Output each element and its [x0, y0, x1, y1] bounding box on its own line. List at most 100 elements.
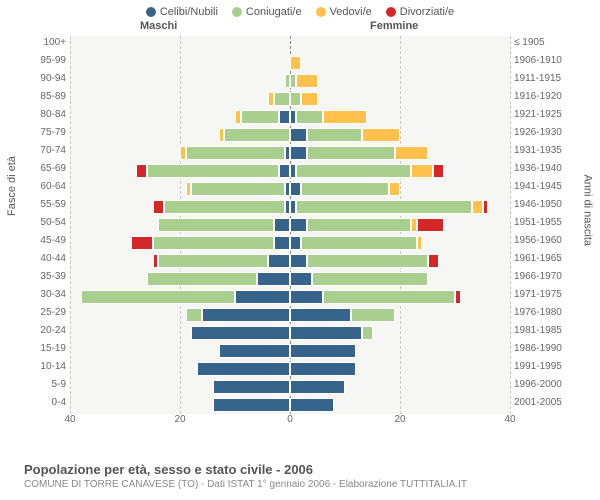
legend-swatch — [146, 7, 156, 17]
bar-segment — [213, 398, 290, 412]
birth-year-label: 1921-1925 — [510, 108, 600, 122]
female-bar — [290, 236, 422, 250]
bar-segment — [301, 92, 318, 106]
female-bar — [290, 398, 334, 412]
male-bar — [136, 164, 290, 178]
female-bar — [290, 218, 444, 232]
x-tick: 40 — [504, 414, 515, 425]
bar-segment — [224, 128, 290, 142]
male-bar — [219, 344, 291, 358]
female-bar — [290, 200, 488, 214]
pyramid-row — [70, 272, 510, 286]
female-bar — [290, 110, 367, 124]
bar-segment — [362, 128, 401, 142]
birth-year-label: 1956-1960 — [510, 234, 600, 248]
bar-segment — [147, 272, 257, 286]
male-bar — [153, 254, 291, 268]
bar-segment — [290, 362, 356, 376]
legend-label: Divorziati/e — [400, 6, 454, 18]
bar-segment — [279, 110, 290, 124]
pyramid-row — [70, 56, 510, 70]
birth-year-label: 1906-1910 — [510, 54, 600, 68]
age-label: 5-9 — [0, 378, 70, 392]
x-tick: 20 — [394, 414, 405, 425]
female-bar — [290, 272, 428, 286]
bar-segment — [219, 344, 291, 358]
male-bar — [158, 218, 290, 232]
birth-year-label: ≤ 1905 — [510, 36, 600, 50]
birth-year-label: 1961-1965 — [510, 252, 600, 266]
bar-segment — [290, 92, 301, 106]
male-bar — [180, 146, 290, 160]
bar-segment — [164, 200, 285, 214]
chart-area: Fasce di età Anni di nascita 100+95-9990… — [0, 36, 600, 426]
header-female: Femmine — [370, 20, 418, 32]
pyramid-row — [70, 254, 510, 268]
age-label: 20-24 — [0, 324, 70, 338]
pyramid-row — [70, 344, 510, 358]
bar-segment — [312, 272, 428, 286]
bar-segment — [290, 290, 323, 304]
bar-segment — [417, 236, 423, 250]
bar-segment — [153, 200, 164, 214]
bar-segment — [290, 218, 307, 232]
age-label: 75-79 — [0, 126, 70, 140]
pyramid-row — [70, 128, 510, 142]
female-bar — [290, 56, 301, 70]
female-bar — [290, 74, 318, 88]
chart-subtitle: COMUNE DI TORRE CANAVESE (TO) - Dati IST… — [24, 479, 590, 490]
birth-year-label: 1926-1930 — [510, 126, 600, 140]
x-tick: 0 — [287, 414, 293, 425]
bar-segment — [296, 200, 472, 214]
legend-item: Divorziati/e — [386, 6, 454, 18]
pyramid-row — [70, 398, 510, 412]
bar-segment — [290, 326, 362, 340]
age-label: 95-99 — [0, 54, 70, 68]
bar-segment — [417, 218, 445, 232]
pyramid-row — [70, 110, 510, 124]
footer: Popolazione per età, sesso e stato civil… — [24, 462, 590, 490]
x-tick: 20 — [174, 414, 185, 425]
female-bar — [290, 344, 356, 358]
age-label: 80-84 — [0, 108, 70, 122]
female-bar — [290, 326, 373, 340]
age-label: 25-29 — [0, 306, 70, 320]
pyramid-row — [70, 182, 510, 196]
birth-year-label: 1936-1940 — [510, 162, 600, 176]
female-bar — [290, 92, 318, 106]
bar-segment — [191, 326, 290, 340]
bar-segment — [158, 218, 274, 232]
chart-title: Popolazione per età, sesso e stato civil… — [24, 462, 590, 477]
birth-year-label: 1931-1935 — [510, 144, 600, 158]
bar-segment — [153, 236, 274, 250]
age-label: 35-39 — [0, 270, 70, 284]
bar-segment — [147, 164, 279, 178]
age-label: 55-59 — [0, 198, 70, 212]
birth-year-label: 1986-1990 — [510, 342, 600, 356]
female-bar — [290, 362, 356, 376]
legend: Celibi/NubiliConiugati/eVedovi/eDivorzia… — [0, 0, 600, 20]
birth-year-label: 1996-2000 — [510, 378, 600, 392]
bar-segment — [158, 254, 268, 268]
bar-segment — [290, 344, 356, 358]
birth-year-label: 1971-1975 — [510, 288, 600, 302]
legend-item: Coniugati/e — [232, 6, 302, 18]
male-bar — [186, 308, 291, 322]
x-axis: 402002040 — [70, 414, 510, 428]
bar-segment — [323, 110, 367, 124]
male-bar — [213, 380, 290, 394]
female-bar — [290, 146, 428, 160]
pyramid-row — [70, 146, 510, 160]
bar-segment — [81, 290, 235, 304]
bar-segment — [186, 308, 203, 322]
bar-segment — [307, 218, 412, 232]
bar-segment — [290, 272, 312, 286]
bar-segment — [290, 398, 334, 412]
bar-segment — [351, 308, 395, 322]
female-bar — [290, 128, 400, 142]
bar-segment — [235, 290, 290, 304]
plot — [70, 36, 510, 414]
female-bar — [290, 380, 345, 394]
bar-segment — [290, 146, 307, 160]
birth-year-label: 1976-1980 — [510, 306, 600, 320]
